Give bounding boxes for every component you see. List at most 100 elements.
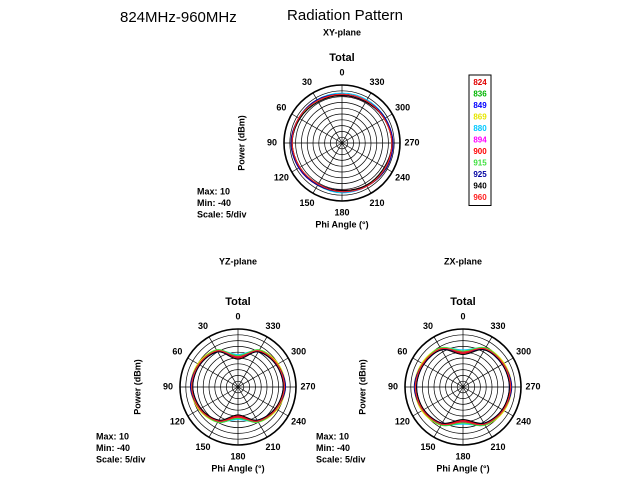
angle-label: 240 [395,172,410,182]
angle-label: 330 [265,321,280,331]
spoke [412,386,464,417]
angle-label: 0 [460,311,465,321]
angle-label: 300 [395,102,410,112]
angle-label: 120 [395,416,410,426]
spoke [208,386,239,438]
legend-entry: 940 [473,182,487,191]
angle-label: 60 [397,346,407,356]
x-axis-label: Phi Angle (°) [211,463,264,473]
spoke [237,386,289,417]
plane-label: ZX-plane [444,256,482,266]
angle-label: 90 [388,381,398,391]
scale-info: Min: -40 [197,198,231,208]
angle-label: 270 [525,381,540,391]
plot-title: Total [329,52,354,64]
y-axis-label: Power (dBm) [236,115,246,171]
plane-label: XY-plane [323,27,361,37]
legend-entry: 925 [473,170,487,179]
angle-label: 210 [369,198,384,208]
x-axis-label: Phi Angle (°) [436,463,489,473]
spoke [433,336,464,388]
angle-label: 330 [490,321,505,331]
spoke [412,357,464,388]
scale-info: Max: 10 [316,431,349,441]
angle-label: 0 [339,67,344,77]
legend-entry: 915 [473,159,487,168]
y-axis-label: Power (dBm) [357,359,367,415]
angle-label: 150 [420,442,435,452]
angle-label: 270 [404,137,419,147]
scale-info: Scale: 5/div [96,454,146,464]
spoke [208,336,239,388]
angle-label: 210 [490,442,505,452]
spoke [341,142,372,194]
angle-label: 240 [516,416,531,426]
angle-label: 270 [300,381,315,391]
angle-label: 300 [291,346,306,356]
angle-label: 180 [334,207,349,217]
legend-entry: 880 [473,124,487,133]
spoke [341,92,372,144]
plot-title: Total [450,296,475,308]
angle-label: 180 [230,451,245,461]
angle-label: 120 [274,172,289,182]
scale-info: Min: -40 [316,443,350,453]
legend-entry: 836 [473,90,487,99]
angle-label: 60 [276,102,286,112]
pattern-trace [414,347,512,426]
legend-entry: 849 [473,101,487,110]
pattern-trace [191,350,285,422]
spoke [341,142,393,173]
spoke [433,386,464,438]
angle-label: 330 [369,77,384,87]
band-label: 824MHz-960MHz [120,9,237,26]
pattern-trace [416,349,510,424]
pattern-trace [291,93,393,193]
legend-entry: 824 [473,78,487,87]
spoke [291,113,343,144]
angle-label: 0 [235,311,240,321]
page-title: Radiation Pattern [287,7,403,24]
scale-info: Max: 10 [197,186,230,196]
angle-label: 240 [291,416,306,426]
angle-label: 180 [455,451,470,461]
spoke [237,386,268,438]
angle-label: 60 [172,346,182,356]
angle-label: 30 [423,321,433,331]
spoke [187,386,239,417]
angle-label: 30 [302,77,312,87]
spoke [462,336,493,388]
spoke [187,357,239,388]
spoke [312,142,343,194]
legend-entry: 894 [473,136,487,145]
legend-box [468,74,492,206]
angle-label: 30 [198,321,208,331]
spoke [312,92,343,144]
angle-label: 210 [265,442,280,452]
spoke [462,386,514,417]
angle-label: 300 [516,346,531,356]
spoke [462,357,514,388]
scale-info: Max: 10 [96,431,129,441]
legend-entry: 869 [473,113,487,122]
angle-label: 120 [170,416,185,426]
angle-label: 90 [267,137,277,147]
spoke [291,142,343,173]
spoke [237,357,289,388]
legend-entry: 900 [473,147,487,156]
y-axis-label: Power (dBm) [132,359,142,415]
scale-info: Min: -40 [96,443,130,453]
spoke [237,336,268,388]
x-axis-label: Phi Angle (°) [315,219,368,229]
scale-info: Scale: 5/div [316,454,366,464]
angle-label: 150 [299,198,314,208]
scale-info: Scale: 5/div [197,209,247,219]
spoke [341,113,393,144]
angle-label: 150 [195,442,210,452]
legend-entry: 960 [473,193,487,202]
angle-label: 90 [163,381,173,391]
plot-title: Total [225,296,250,308]
pattern-trace [192,351,284,421]
